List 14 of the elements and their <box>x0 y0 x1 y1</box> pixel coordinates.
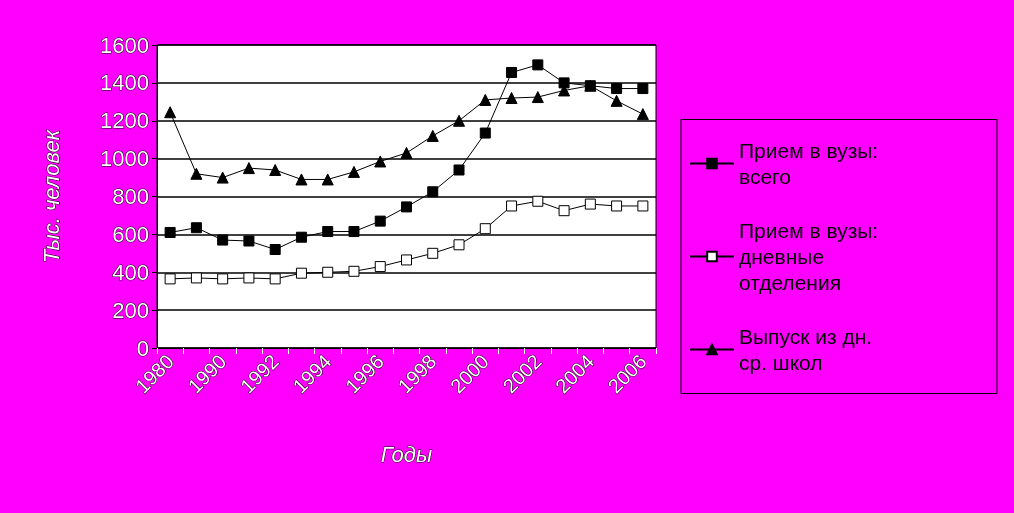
y-tick-label: 1600 <box>100 32 149 58</box>
x-axis-title: Годы <box>380 441 433 467</box>
y-tick-label: 200 <box>112 297 149 323</box>
y-tick-label: 1400 <box>100 70 149 96</box>
legend-label: Прием в вузы: всего <box>739 139 885 188</box>
y-tick-label: 1200 <box>100 108 149 134</box>
y-axis-title: Тыс. человек <box>38 128 64 264</box>
y-tick-label: 800 <box>112 184 149 209</box>
legend-label: Прием в вузы: дневные отделения <box>739 219 885 294</box>
y-tick-label: 600 <box>112 221 149 247</box>
y-tick-label: 0 <box>136 335 149 361</box>
legend-label: Выпуск из дн. ср. школ <box>739 325 878 374</box>
y-tick-label: 400 <box>112 259 149 285</box>
y-tick-label: 1000 <box>100 146 149 172</box>
